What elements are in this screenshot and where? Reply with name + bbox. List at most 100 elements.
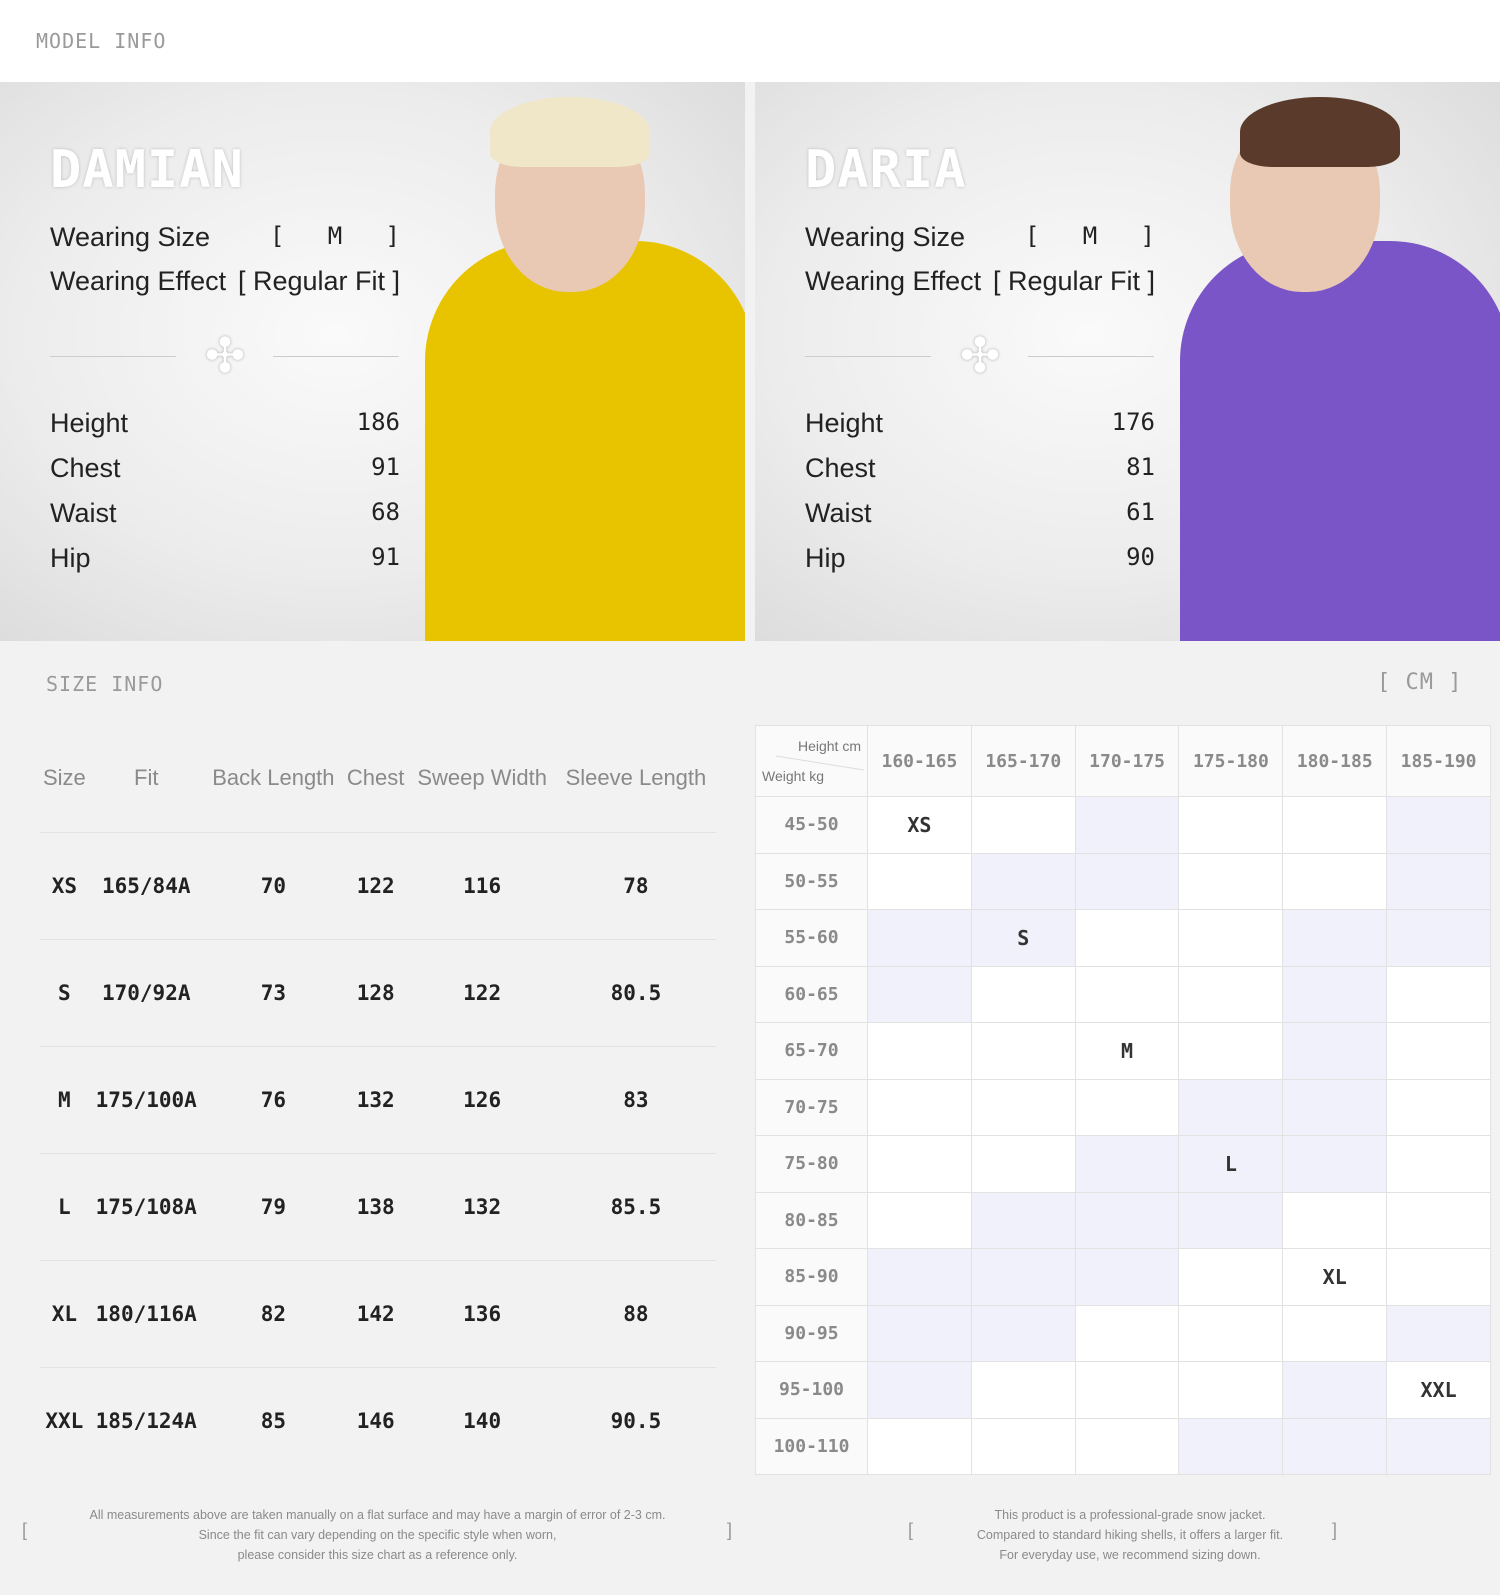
height-range-header: 180-185 xyxy=(1282,725,1388,797)
grid-cell xyxy=(867,1022,972,1080)
table-cell: 80.5 xyxy=(555,939,716,1047)
note-right-open-bracket: [ xyxy=(908,1520,914,1540)
grid-cell xyxy=(1386,852,1491,910)
table-cell: 136 xyxy=(408,1260,556,1368)
size-recommendation-cell: M xyxy=(1074,1022,1180,1080)
table-cell: 175/100A xyxy=(88,1046,204,1154)
measurement-value: 91 xyxy=(371,543,400,571)
grid-cell xyxy=(1386,1304,1491,1362)
model-panel-daria: DARIA Wearing Size [ M ] Wearing Effect [ Re… xyxy=(755,82,1500,641)
model-photo xyxy=(1170,82,1500,641)
wearing-size-row: Wearing Size [ M ] xyxy=(50,222,400,253)
measurement-label: Hip xyxy=(50,543,91,573)
table-cell: 82 xyxy=(203,1260,343,1368)
grid-cell xyxy=(1386,965,1491,1023)
emblem-icon: ✣ xyxy=(204,330,246,383)
wearing-size-value: [ M ] xyxy=(269,222,400,250)
height-range-header: 185-190 xyxy=(1386,725,1491,797)
grid-cell xyxy=(1282,1022,1388,1080)
grid-cell xyxy=(1282,1304,1388,1362)
grid-cell xyxy=(1282,1135,1388,1193)
grid-cell xyxy=(1074,1417,1180,1475)
grid-cell xyxy=(970,965,1076,1023)
grid-cell xyxy=(970,1361,1076,1419)
height-range-header: 170-175 xyxy=(1074,725,1180,797)
grid-cell xyxy=(1178,852,1284,910)
size-recommendation-cell: XS xyxy=(867,796,972,854)
grid-cell xyxy=(1386,1022,1491,1080)
grid-cell xyxy=(1074,909,1180,967)
measurement-row-chest: Chest 81 xyxy=(805,453,1155,484)
table-cell: M xyxy=(40,1046,89,1154)
grid-cell xyxy=(1386,1135,1491,1193)
model-photo xyxy=(415,82,745,641)
column-header: Sleeve Length xyxy=(555,725,716,833)
table-cell: 90.5 xyxy=(610,1408,662,1433)
grid-cell xyxy=(867,1191,972,1249)
table-cell: L xyxy=(40,1153,89,1261)
grid-cell xyxy=(1074,1078,1180,1136)
measurement-label: Hip xyxy=(805,543,846,573)
measurement-label: Height xyxy=(50,408,129,438)
grid-cell xyxy=(1386,796,1491,854)
grid-cell xyxy=(867,1417,972,1475)
grid-cell xyxy=(1282,796,1388,854)
weight-axis-label: Weight kg xyxy=(762,768,824,784)
table-cell: 138 xyxy=(342,1153,409,1261)
wearing-effect-row: Wearing Effect [ Regular Fit ] xyxy=(50,266,400,297)
grid-cell xyxy=(867,1248,972,1306)
note-right-close-bracket: ] xyxy=(1332,1520,1338,1540)
size-recommendation-cell: XL xyxy=(1282,1248,1388,1306)
table-cell: 140 xyxy=(463,1408,502,1433)
note-left-close-bracket: ] xyxy=(727,1520,733,1540)
jacket-shape xyxy=(1180,241,1500,641)
grid-cell xyxy=(1386,1078,1491,1136)
grid-cell xyxy=(867,1361,972,1419)
measurement-row-hip: Hip 91 xyxy=(50,543,400,574)
hair-shape xyxy=(490,97,650,167)
weight-range-label: 60-65 xyxy=(755,965,868,1023)
measurement-value: 61 xyxy=(1126,498,1155,526)
column-header: Sweep Width xyxy=(408,725,556,833)
grid-cell xyxy=(1178,1417,1284,1475)
model-name: DAMIAN xyxy=(50,140,244,200)
table-cell: 70 xyxy=(203,832,343,940)
table-cell: 132 xyxy=(408,1153,556,1261)
table-cell: 142 xyxy=(342,1260,409,1368)
table-cell: 88 xyxy=(555,1260,716,1368)
weight-range-label: 100-110 xyxy=(755,1417,868,1475)
grid-cell xyxy=(1074,796,1180,854)
grid-row: 75-80 L xyxy=(755,1135,1491,1193)
measurement-value: 186 xyxy=(356,408,400,436)
weight-range-label: 85-90 xyxy=(755,1248,868,1306)
jacket-shape xyxy=(425,241,745,641)
column-header: Back Length xyxy=(203,725,343,833)
grid-cell xyxy=(1178,1248,1284,1306)
wearing-effect-label: Wearing Effect xyxy=(50,266,227,296)
table-row: XXL 185/124A 85 146 140 90.5 xyxy=(40,1367,716,1474)
grid-cell xyxy=(867,1304,972,1362)
divider-line xyxy=(273,356,399,357)
size-info-label: SIZE INFO xyxy=(46,672,164,696)
table-cell: 126 xyxy=(408,1046,556,1154)
wearing-size-row: Wearing Size [ M ] xyxy=(805,222,1155,253)
grid-cell xyxy=(970,1417,1076,1475)
weight-range-label: 75-80 xyxy=(755,1135,868,1193)
grid-row: 70-75 xyxy=(755,1078,1491,1136)
size-recommendation-cell: S xyxy=(970,909,1076,967)
table-row: S 170/92A 73 128 122 80.5 xyxy=(40,939,716,1047)
grid-corner-header: Height cm Weight kg xyxy=(755,725,868,797)
grid-row: 100-110 xyxy=(755,1417,1491,1475)
measurement-label: Waist xyxy=(805,498,872,528)
grid-cell xyxy=(1282,1191,1388,1249)
grid-cell xyxy=(970,1248,1076,1306)
note-line: Compared to standard hiking shells, it o… xyxy=(976,1528,1284,1542)
measurement-row-waist: Waist 68 xyxy=(50,498,400,529)
model-name: DARIA xyxy=(805,140,967,200)
height-range-header: 165-170 xyxy=(970,725,1076,797)
measurement-label: Chest xyxy=(50,453,121,483)
height-axis-label: Height cm xyxy=(797,738,861,754)
grid-cell xyxy=(1282,965,1388,1023)
grid-cell xyxy=(1282,909,1388,967)
wearing-effect-row: Wearing Effect [ Regular Fit ] xyxy=(805,266,1155,297)
